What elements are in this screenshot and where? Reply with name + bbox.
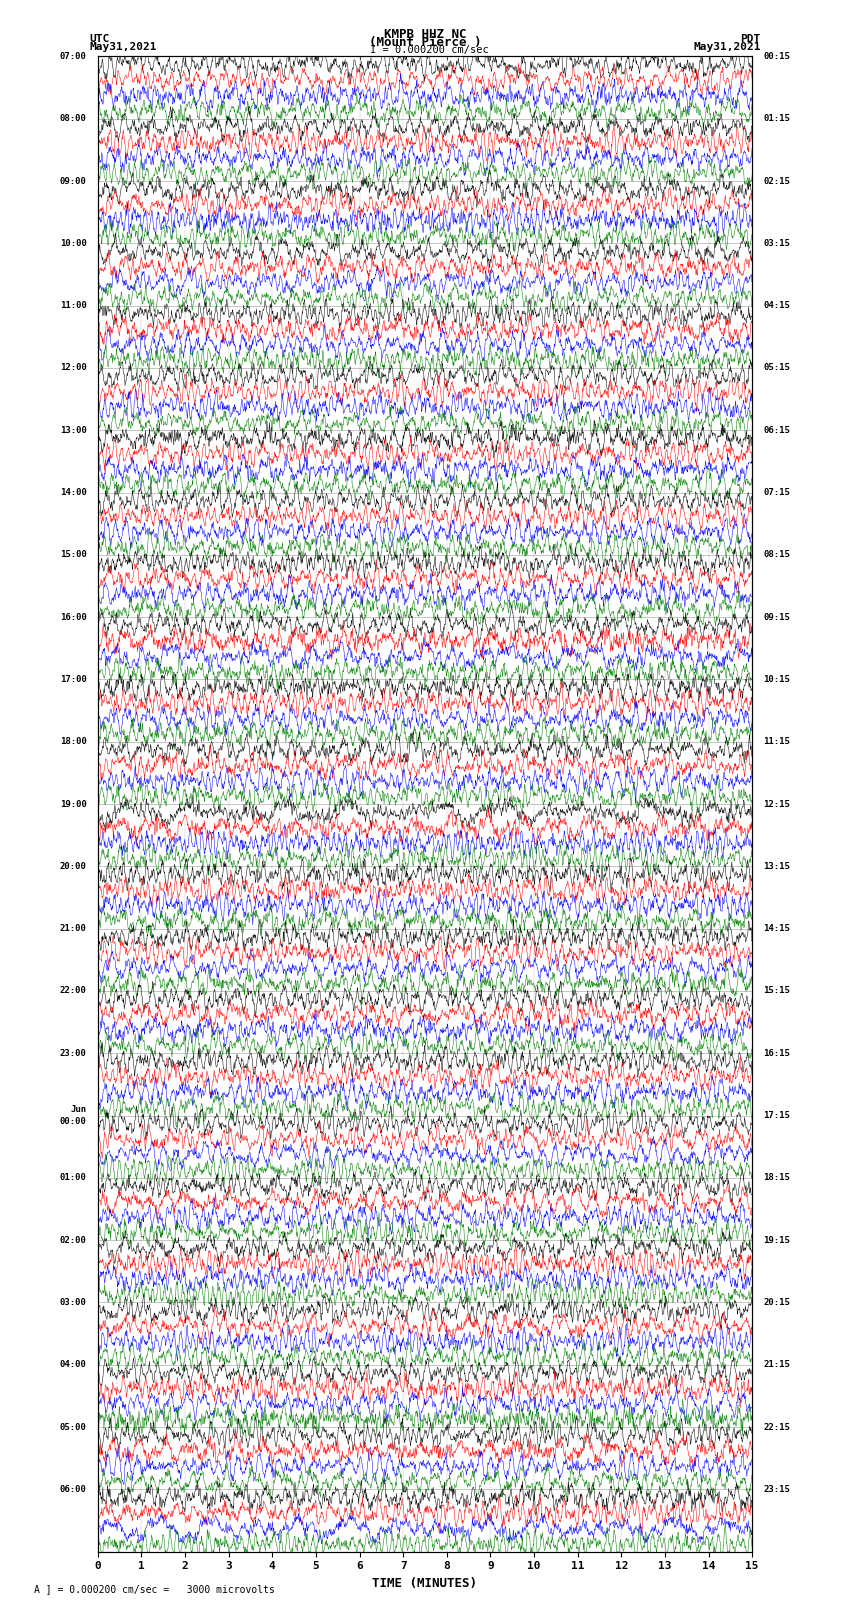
Text: PDT: PDT xyxy=(740,34,761,44)
Text: 05:00: 05:00 xyxy=(60,1423,87,1432)
Text: 03:15: 03:15 xyxy=(763,239,790,248)
Text: 19:15: 19:15 xyxy=(763,1236,790,1245)
Text: 21:15: 21:15 xyxy=(763,1360,790,1369)
Text: 21:00: 21:00 xyxy=(60,924,87,934)
Text: 08:15: 08:15 xyxy=(763,550,790,560)
Text: 05:15: 05:15 xyxy=(763,363,790,373)
Text: 13:00: 13:00 xyxy=(60,426,87,436)
Text: 13:15: 13:15 xyxy=(763,861,790,871)
Text: 07:15: 07:15 xyxy=(763,489,790,497)
Text: 23:00: 23:00 xyxy=(60,1048,87,1058)
Text: 00:15: 00:15 xyxy=(763,52,790,61)
Text: 18:00: 18:00 xyxy=(60,737,87,747)
Text: 02:00: 02:00 xyxy=(60,1236,87,1245)
Text: 01:15: 01:15 xyxy=(763,115,790,123)
Text: 20:15: 20:15 xyxy=(763,1298,790,1307)
Text: 22:00: 22:00 xyxy=(60,987,87,995)
Text: 06:15: 06:15 xyxy=(763,426,790,436)
Text: 03:00: 03:00 xyxy=(60,1298,87,1307)
Text: UTC: UTC xyxy=(89,34,110,44)
Text: 15:00: 15:00 xyxy=(60,550,87,560)
Text: 10:15: 10:15 xyxy=(763,674,790,684)
Text: 04:15: 04:15 xyxy=(763,302,790,310)
Text: 17:15: 17:15 xyxy=(763,1111,790,1119)
Text: 11:00: 11:00 xyxy=(60,302,87,310)
Text: May31,2021: May31,2021 xyxy=(694,42,761,52)
Text: 08:00: 08:00 xyxy=(60,115,87,123)
Text: 17:00: 17:00 xyxy=(60,674,87,684)
Text: 04:00: 04:00 xyxy=(60,1360,87,1369)
Text: 06:00: 06:00 xyxy=(60,1486,87,1494)
Text: 11:15: 11:15 xyxy=(763,737,790,747)
Text: 16:00: 16:00 xyxy=(60,613,87,621)
Text: 09:00: 09:00 xyxy=(60,176,87,185)
Text: 12:15: 12:15 xyxy=(763,800,790,808)
Text: 09:15: 09:15 xyxy=(763,613,790,621)
Text: 07:00: 07:00 xyxy=(60,52,87,61)
Text: 14:15: 14:15 xyxy=(763,924,790,934)
Text: Jun: Jun xyxy=(71,1105,87,1115)
Text: 12:00: 12:00 xyxy=(60,363,87,373)
Text: 19:00: 19:00 xyxy=(60,800,87,808)
Text: A ] = 0.000200 cm/sec =   3000 microvolts: A ] = 0.000200 cm/sec = 3000 microvolts xyxy=(34,1584,275,1594)
Text: May31,2021: May31,2021 xyxy=(89,42,156,52)
Text: 15:15: 15:15 xyxy=(763,987,790,995)
Text: 14:00: 14:00 xyxy=(60,489,87,497)
Text: 10:00: 10:00 xyxy=(60,239,87,248)
Text: (Mount Pierce ): (Mount Pierce ) xyxy=(369,37,481,50)
Text: 22:15: 22:15 xyxy=(763,1423,790,1432)
Text: 02:15: 02:15 xyxy=(763,176,790,185)
Text: I = 0.000200 cm/sec: I = 0.000200 cm/sec xyxy=(370,45,489,55)
Text: 18:15: 18:15 xyxy=(763,1173,790,1182)
Text: 23:15: 23:15 xyxy=(763,1486,790,1494)
Text: 01:00: 01:00 xyxy=(60,1173,87,1182)
Text: 00:00: 00:00 xyxy=(60,1118,87,1126)
Text: KMPB HHZ NC: KMPB HHZ NC xyxy=(383,29,467,42)
Text: 16:15: 16:15 xyxy=(763,1048,790,1058)
X-axis label: TIME (MINUTES): TIME (MINUTES) xyxy=(372,1578,478,1590)
Text: 20:00: 20:00 xyxy=(60,861,87,871)
